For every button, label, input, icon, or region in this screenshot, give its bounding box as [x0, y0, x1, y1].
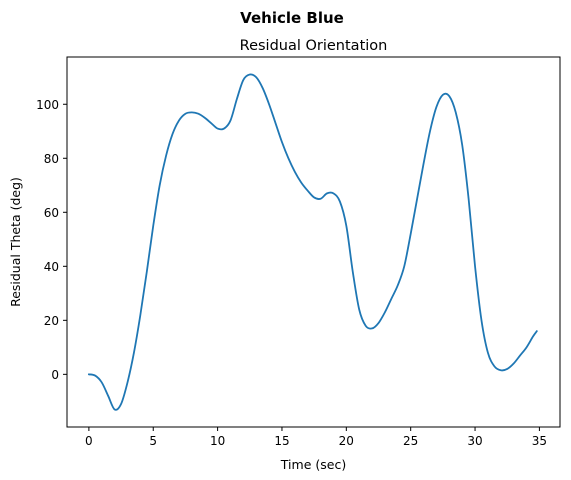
y-tick-label: 0 [51, 368, 59, 382]
x-tick-label: 25 [403, 434, 418, 448]
y-axis-label: Residual Theta (deg) [8, 177, 23, 307]
x-axis-label: Time (sec) [280, 457, 346, 472]
x-tick-label: 30 [467, 434, 482, 448]
chart-title: Residual Orientation [240, 38, 388, 54]
x-tick-label: 5 [149, 434, 157, 448]
data-line-residual-theta [87, 73, 538, 411]
x-tick-label: 35 [532, 434, 547, 448]
x-tick-label: 10 [210, 434, 225, 448]
chart-suptitle: Vehicle Blue [240, 9, 344, 27]
y-tick-label: 20 [44, 314, 59, 328]
plot-area-frame [66, 56, 561, 428]
x-tick-label: 15 [274, 434, 289, 448]
y-tick-label: 60 [44, 206, 59, 220]
axis-ticks: 0 5 10 15 20 25 30 35 0 20 40 60 80 100 [36, 98, 547, 448]
x-tick-label: 20 [339, 434, 354, 448]
y-tick-label: 80 [44, 152, 59, 166]
y-tick-label: 40 [44, 260, 59, 274]
y-tick-label: 100 [36, 98, 59, 112]
x-tick-label: 0 [85, 434, 93, 448]
